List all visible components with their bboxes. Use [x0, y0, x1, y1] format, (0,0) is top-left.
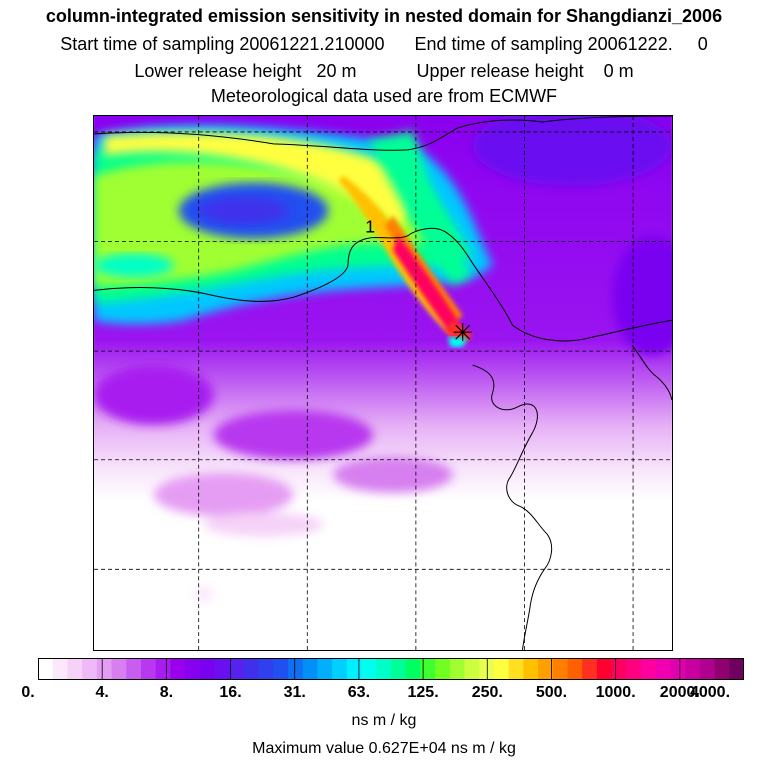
colorbar-cell: [302, 658, 319, 680]
upper-release-label: Upper release height 0 m: [416, 61, 634, 81]
colorbar-cell: [155, 658, 171, 680]
colorbar-cell: [111, 658, 127, 680]
colorbar-cell: [258, 658, 274, 680]
colorbar-cell: [96, 658, 113, 680]
colorbar-cell: [435, 658, 451, 680]
colorbar-cell: [288, 658, 304, 680]
colorbar-cell: [332, 658, 348, 680]
colorbar-cells: [38, 658, 744, 680]
colorbar-tick-label: 4000.: [689, 684, 731, 701]
colorbar-cell: [405, 658, 422, 680]
colorbar-cell: [126, 658, 142, 680]
colorbar-cell: [67, 658, 83, 680]
colorbar-tick-label: 125.: [407, 684, 439, 701]
colorbar-cell: [140, 658, 157, 680]
colorbar-cell: [214, 658, 230, 680]
colorbar-cell: [243, 658, 260, 680]
colorbar-tick-label: 63.: [347, 684, 371, 701]
colorbar-cell: [523, 658, 539, 680]
colorbar-cell: [420, 658, 436, 680]
colorbar-cell: [229, 658, 245, 680]
emission-sensitivity-map: 1: [93, 115, 673, 651]
maximum-value-label: Maximum value 0.627E+04 ns m / kg: [252, 740, 516, 757]
lat-lon-grid: [94, 116, 672, 650]
coastline-borders: [94, 116, 672, 650]
colorbar-cell: [670, 658, 686, 680]
colorbar-cell: [82, 658, 98, 680]
colorbar-cell: [199, 658, 216, 680]
sensitivity-patches: [94, 116, 672, 603]
colorbar-cell: [611, 658, 627, 680]
colorbar-cell: [508, 658, 524, 680]
colorbar-tick-label: 8.: [159, 684, 174, 701]
colorbar-tick-label: 4.: [95, 684, 109, 701]
colorbar-cell: [567, 658, 583, 680]
colorbar-tick-label: 16.: [219, 684, 242, 701]
colorbar-cell: [361, 658, 377, 680]
colorbar-cell: [641, 658, 657, 680]
release-position-label: 1: [365, 217, 375, 237]
colorbar-cell: [538, 658, 554, 680]
receptor-site-marker: [453, 323, 472, 342]
colorbar-cell: [596, 658, 613, 680]
colorbar-cell: [714, 658, 730, 680]
colorbar-units: ns m / kg: [351, 712, 417, 729]
colorbar-tick-label: 250.: [471, 684, 503, 701]
colorbar-tick-label: 500.: [535, 684, 568, 701]
plot-title: column-integrated emission sensitivity i…: [45, 6, 723, 26]
colorbar-cell: [185, 658, 201, 680]
colorbar-cell: [449, 658, 466, 680]
colorbar-cell: [582, 658, 598, 680]
colorbar-cell: [729, 658, 744, 680]
start-time-label: Start time of sampling 20061221.210000: [60, 34, 385, 54]
colorbar-cell: [699, 658, 716, 680]
colorbar-cell: [464, 658, 480, 680]
colorbar-cell: [376, 658, 392, 680]
colorbar-cell: [52, 658, 69, 680]
colorbar-cell: [38, 658, 54, 680]
colorbar-cell: [273, 658, 289, 680]
colorbar-cell: [552, 658, 569, 680]
plume-layers: [94, 125, 493, 348]
sampling-time-line: Start time of sampling 20061221.210000 E…: [0, 34, 768, 54]
colorbar-cell: [391, 658, 407, 680]
colorbar-cell: [317, 658, 333, 680]
lower-release-label: Lower release height 20 m: [134, 61, 357, 81]
colorbar-cell: [655, 658, 672, 680]
colorbar-cell: [346, 658, 363, 680]
colorbar-cell: [685, 658, 701, 680]
colorbar-tick-label: 2000.: [659, 684, 700, 701]
end-time-label: End time of sampling 20061222. 0: [414, 34, 708, 54]
colorbar-cell: [493, 658, 510, 680]
release-height-line: Lower release height 20 m Upper release …: [0, 61, 768, 81]
met-data-label: Meteorological data used are from ECMWF: [210, 86, 558, 106]
colorbar-tick-label: 0.: [21, 684, 35, 701]
colorbar-tick-label: 1000.: [595, 684, 636, 701]
colorbar-cell: [626, 658, 642, 680]
colorbar: [38, 658, 744, 680]
colorbar-tick-label: 31.: [283, 684, 306, 701]
colorbar-cell: [170, 658, 186, 680]
